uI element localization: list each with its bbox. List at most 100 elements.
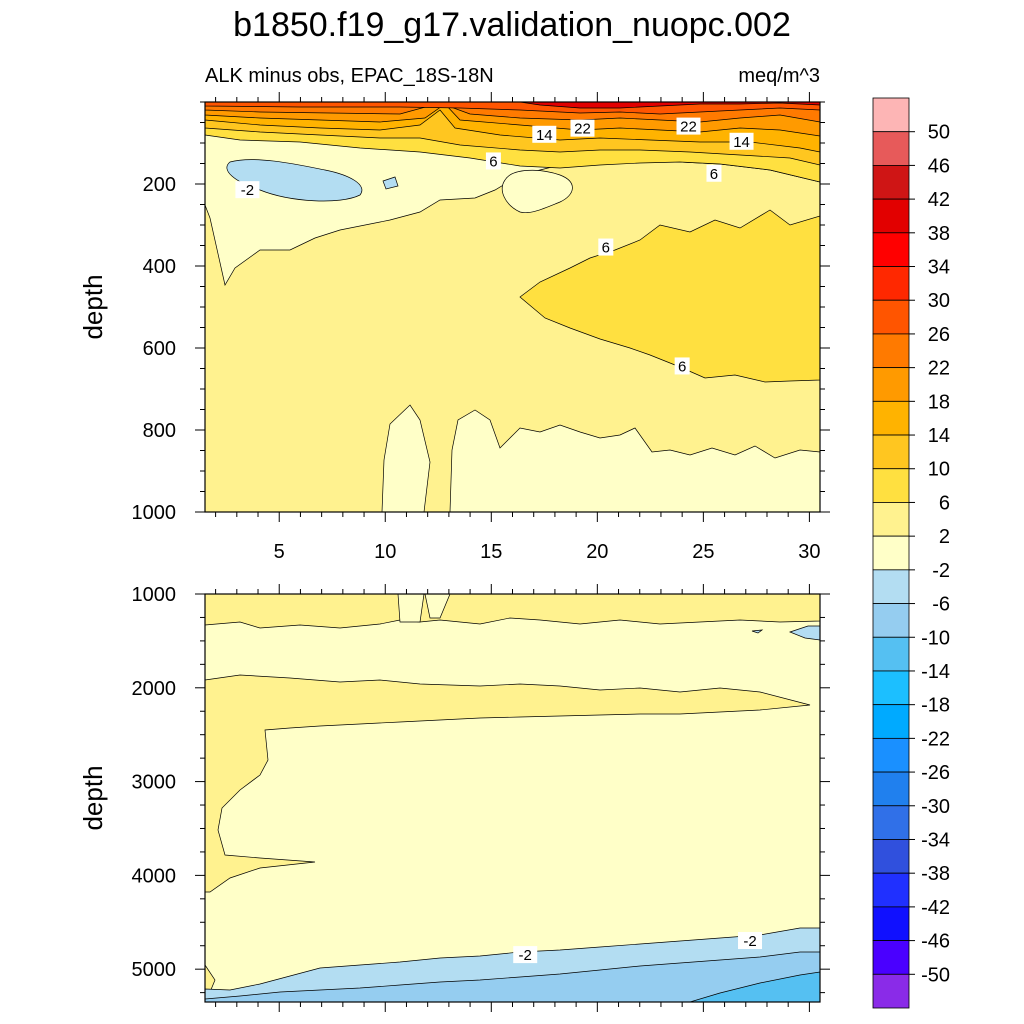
lower-contour-label: -2 (738, 932, 763, 950)
lower-fill-background (205, 594, 820, 1002)
colorbar-label: -42 (921, 897, 950, 919)
colorbar-label: -14 (921, 661, 950, 683)
x-tick-label: 30 (798, 541, 820, 563)
colorbar-swatch (872, 333, 910, 369)
colorbar-label: -26 (921, 762, 950, 784)
colorbar-swatch (872, 839, 910, 874)
lower-y-tick-label: 2000 (132, 678, 177, 700)
colorbar-label: 46 (928, 155, 950, 177)
upper-fill-mid-high (519, 209, 820, 383)
lower-axis-ticks: 1000 2000 3000 4000 5000 (132, 584, 830, 1012)
upper-contour-label: 22 (570, 119, 595, 138)
lower-y-tick-label: 4000 (132, 865, 177, 887)
colorbar-swatch (872, 434, 910, 470)
svg-text:-2: -2 (241, 182, 254, 199)
x-tick-label: 20 (586, 541, 608, 563)
upper-contour-label: 22 (676, 117, 701, 136)
svg-text:6: 6 (710, 166, 718, 183)
colorbar-label: 6 (939, 492, 950, 514)
x-tick-label: 10 (374, 541, 396, 563)
colorbar-label: -30 (921, 796, 950, 818)
colorbar-swatch (872, 906, 910, 941)
upper-contour-label: 14 (729, 132, 754, 151)
upper-contour-label: 6 (674, 357, 690, 375)
colorbar-label: -18 (921, 695, 950, 717)
colorbar-label: 22 (928, 358, 950, 380)
lower-contour-fills: -2 -2 (205, 594, 820, 1002)
colorbar-label: 2 (939, 526, 950, 548)
svg-text:6: 6 (678, 358, 686, 375)
lower-y-tick-label: 5000 (132, 959, 177, 981)
upper-y-tick-label: 400 (143, 256, 176, 278)
svg-text:-2: -2 (519, 947, 532, 964)
svg-text:14: 14 (536, 127, 553, 144)
lower-fill-bottom-neg6 (205, 951, 820, 1002)
upper-y-tick-label: 800 (143, 420, 176, 442)
colorbar-swatch (872, 165, 910, 200)
svg-text:-2: -2 (743, 933, 756, 950)
lower-fill-small-blob (751, 625, 820, 641)
colorbar-swatch (872, 771, 910, 807)
colorbar-swatch (872, 603, 910, 638)
x-tick-label: 15 (480, 541, 502, 563)
upper-contour-fills: -2 14 22 22 6 14 6 6 6 (205, 102, 820, 512)
subtitle-left: ALK minus obs, EPAC_18S-18N (205, 65, 494, 87)
chart-title: b1850.f19_g17.validation_nuopc.002 (233, 6, 791, 44)
svg-text:22: 22 (680, 119, 697, 136)
upper-y-tick-label: 1000 (132, 502, 177, 524)
colorbar-label: -6 (932, 594, 950, 616)
colorbar-label: -10 (921, 627, 950, 649)
colorbar-swatch (872, 535, 910, 571)
colorbar-label: 42 (928, 189, 950, 211)
colorbar-label: 30 (928, 290, 950, 312)
colorbar-swatch (872, 805, 910, 840)
svg-text:6: 6 (602, 240, 610, 257)
x-tick-label: 25 (692, 541, 714, 563)
colorbar-label: -50 (921, 964, 950, 986)
colorbar-label: 26 (928, 324, 950, 346)
colorbar-label: -34 (921, 829, 950, 851)
x-tick-label: 5 (274, 541, 285, 563)
colorbar-swatch (872, 569, 910, 604)
colorbar-swatch (872, 400, 910, 436)
colorbar-swatch (872, 198, 910, 234)
colorbar: 50 46 42 38 34 30 26 22 18 14 10 6 2 -2 -6 -10 -14 -18 -22… (872, 97, 950, 1009)
upper-y-axis-label: depth (78, 274, 108, 339)
colorbar-label: 34 (928, 257, 950, 279)
svg-text:22: 22 (574, 121, 591, 138)
lower-fill-top-notch (397, 594, 451, 623)
upper-y-tick-label: 600 (143, 338, 176, 360)
upper-axis-ticks: 5 10 15 20 25 30 200 400 600 800 1000 (132, 92, 830, 563)
colorbar-swatch (872, 940, 910, 975)
upper-fill-deep-low-band (381, 404, 820, 512)
lower-contour-label: -2 (513, 946, 538, 964)
lower-y-axis-label: depth (78, 765, 108, 830)
colorbar-label: -2 (932, 560, 950, 582)
colorbar-swatch (872, 266, 910, 301)
upper-contour-label: -2 (235, 181, 260, 199)
upper-contour-label: 14 (532, 125, 557, 144)
upper-contour-labels: -2 14 22 22 6 14 6 6 6 (235, 117, 754, 375)
lower-y-tick-label: 1000 (132, 584, 177, 606)
colorbar-swatch (872, 299, 910, 335)
lower-fill-bottom-neg10 (689, 971, 820, 1002)
colorbar-swatch (872, 367, 910, 402)
colorbar-label: 50 (928, 122, 950, 144)
colorbar-swatch (872, 636, 910, 672)
lower-y-tick-label: 3000 (132, 772, 177, 794)
upper-fill-island (501, 169, 573, 214)
lower-fill-top-band (205, 594, 820, 629)
colorbar-label: 18 (928, 391, 950, 413)
colorbar-swatch (872, 468, 910, 503)
colorbar-label: -38 (921, 863, 950, 885)
colorbar-swatch (872, 872, 910, 908)
colorbar-label: 14 (928, 425, 950, 447)
colorbar-swatch (872, 97, 910, 133)
colorbar-label: 38 (928, 223, 950, 245)
upper-fill-negative-small (382, 176, 399, 190)
colorbar-swatch (872, 502, 910, 537)
colorbar-swatch (872, 670, 910, 706)
colorbar-swatch (872, 737, 910, 773)
upper-fill-surface-30 (519, 102, 820, 109)
